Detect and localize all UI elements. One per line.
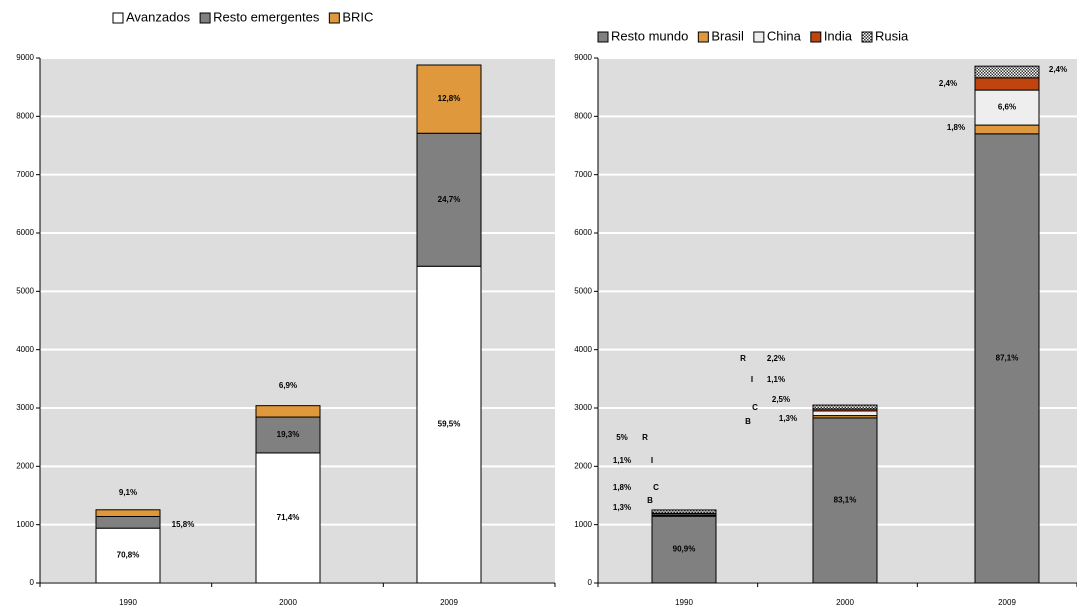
y-tick-label: 7000	[16, 170, 34, 179]
y-tick-label: 1000	[16, 520, 34, 529]
bar-segment	[416, 132, 482, 267]
bar-segment	[651, 509, 717, 514]
data-label: 59,5%	[438, 420, 461, 429]
bar-segment	[95, 527, 161, 584]
y-tick-label: 0	[588, 578, 593, 587]
legend-swatch	[112, 12, 124, 24]
y-tick-label: 6000	[16, 228, 34, 237]
legend-label: China	[767, 28, 802, 43]
data-label: 19,3%	[277, 430, 300, 439]
y-tick-label: 1000	[574, 520, 592, 529]
data-label: 1,8%	[947, 123, 965, 132]
data-label: 24,7%	[438, 195, 461, 204]
y-tick-label: 3000	[574, 403, 592, 412]
data-label: 1,8%	[613, 483, 631, 492]
legend-swatch	[753, 31, 765, 43]
legend-swatch	[810, 31, 822, 43]
y-tick-label: 2000	[574, 461, 592, 470]
data-label: 83,1%	[834, 496, 857, 505]
bar-segment	[812, 404, 878, 410]
x-tick-label: 1990	[675, 598, 693, 606]
data-label: 70,8%	[117, 551, 140, 560]
y-tick-label: 8000	[574, 111, 592, 120]
y-tick-label: 4000	[574, 345, 592, 354]
legend-label: Resto mundo	[611, 28, 688, 43]
series-code: R	[642, 433, 648, 442]
series-code: I	[751, 375, 753, 384]
series-code: R	[740, 354, 746, 363]
legend-label: BRIC	[342, 9, 373, 24]
bar-segment	[974, 89, 1040, 126]
bar-segment	[416, 265, 482, 584]
legend-label: Resto emergentes	[213, 9, 320, 24]
bar-segment	[95, 509, 161, 517]
legend-swatch	[597, 31, 609, 43]
data-label: 87,1%	[996, 354, 1019, 363]
data-label: 2,4%	[939, 79, 957, 88]
data-label: 6,9%	[279, 381, 297, 390]
y-tick-label: 9000	[16, 53, 34, 62]
bar-segment	[812, 410, 878, 417]
series-code: C	[653, 483, 659, 492]
series-code: B	[647, 496, 653, 505]
data-label: 1,1%	[613, 456, 631, 465]
y-tick-label: 8000	[16, 111, 34, 120]
data-label: 15,8%	[172, 520, 195, 529]
x-tick-label: 1990	[119, 598, 137, 606]
y-tick-label: 7000	[574, 170, 592, 179]
data-label: 71,4%	[277, 513, 300, 522]
data-label: 12,8%	[438, 94, 461, 103]
data-label: 2,5%	[772, 395, 790, 404]
data-label: 1,1%	[767, 375, 785, 384]
y-tick-label: 6000	[574, 228, 592, 237]
bar-segment	[974, 77, 1040, 91]
legend-swatch	[199, 12, 211, 24]
y-tick-label: 4000	[16, 345, 34, 354]
data-label: 2,2%	[767, 354, 785, 363]
data-label: 1,3%	[779, 414, 797, 423]
data-label: 1,3%	[613, 503, 631, 512]
legend-swatch	[697, 31, 709, 43]
bar-segment	[812, 417, 878, 584]
data-label: 9,1%	[119, 488, 137, 497]
legend-swatch	[861, 31, 873, 43]
x-tick-label: 2000	[279, 598, 297, 606]
y-tick-label: 9000	[574, 53, 592, 62]
data-label: 2,4%	[1049, 65, 1067, 74]
legend-label: Avanzados	[126, 9, 191, 24]
bar-segment	[651, 515, 717, 584]
bar-segment	[255, 416, 321, 454]
series-code: C	[752, 403, 758, 412]
y-tick-label: 3000	[16, 403, 34, 412]
bar-segment	[255, 405, 321, 418]
y-tick-label: 5000	[574, 286, 592, 295]
bar-segment	[974, 65, 1040, 79]
y-tick-label: 5000	[16, 286, 34, 295]
series-code: B	[745, 417, 751, 426]
bar-segment	[974, 124, 1040, 135]
series-code: I	[651, 456, 653, 465]
data-label: 5%	[616, 433, 628, 442]
x-tick-label: 2000	[836, 598, 854, 606]
bar-segment	[974, 133, 1040, 584]
x-tick-label: 2009	[998, 598, 1016, 606]
legend-swatch	[328, 12, 340, 24]
bar-segment	[255, 452, 321, 584]
x-tick-label: 2009	[440, 598, 458, 606]
y-tick-label: 2000	[16, 461, 34, 470]
legend-label: Brasil	[711, 28, 744, 43]
data-label: 90,9%	[673, 545, 696, 554]
legend-label: India	[824, 28, 853, 43]
bar-segment	[95, 516, 161, 529]
data-label: 6,6%	[998, 103, 1016, 112]
bar-segment	[416, 64, 482, 134]
y-tick-label: 0	[30, 578, 35, 587]
legend-label: Rusia	[875, 28, 909, 43]
